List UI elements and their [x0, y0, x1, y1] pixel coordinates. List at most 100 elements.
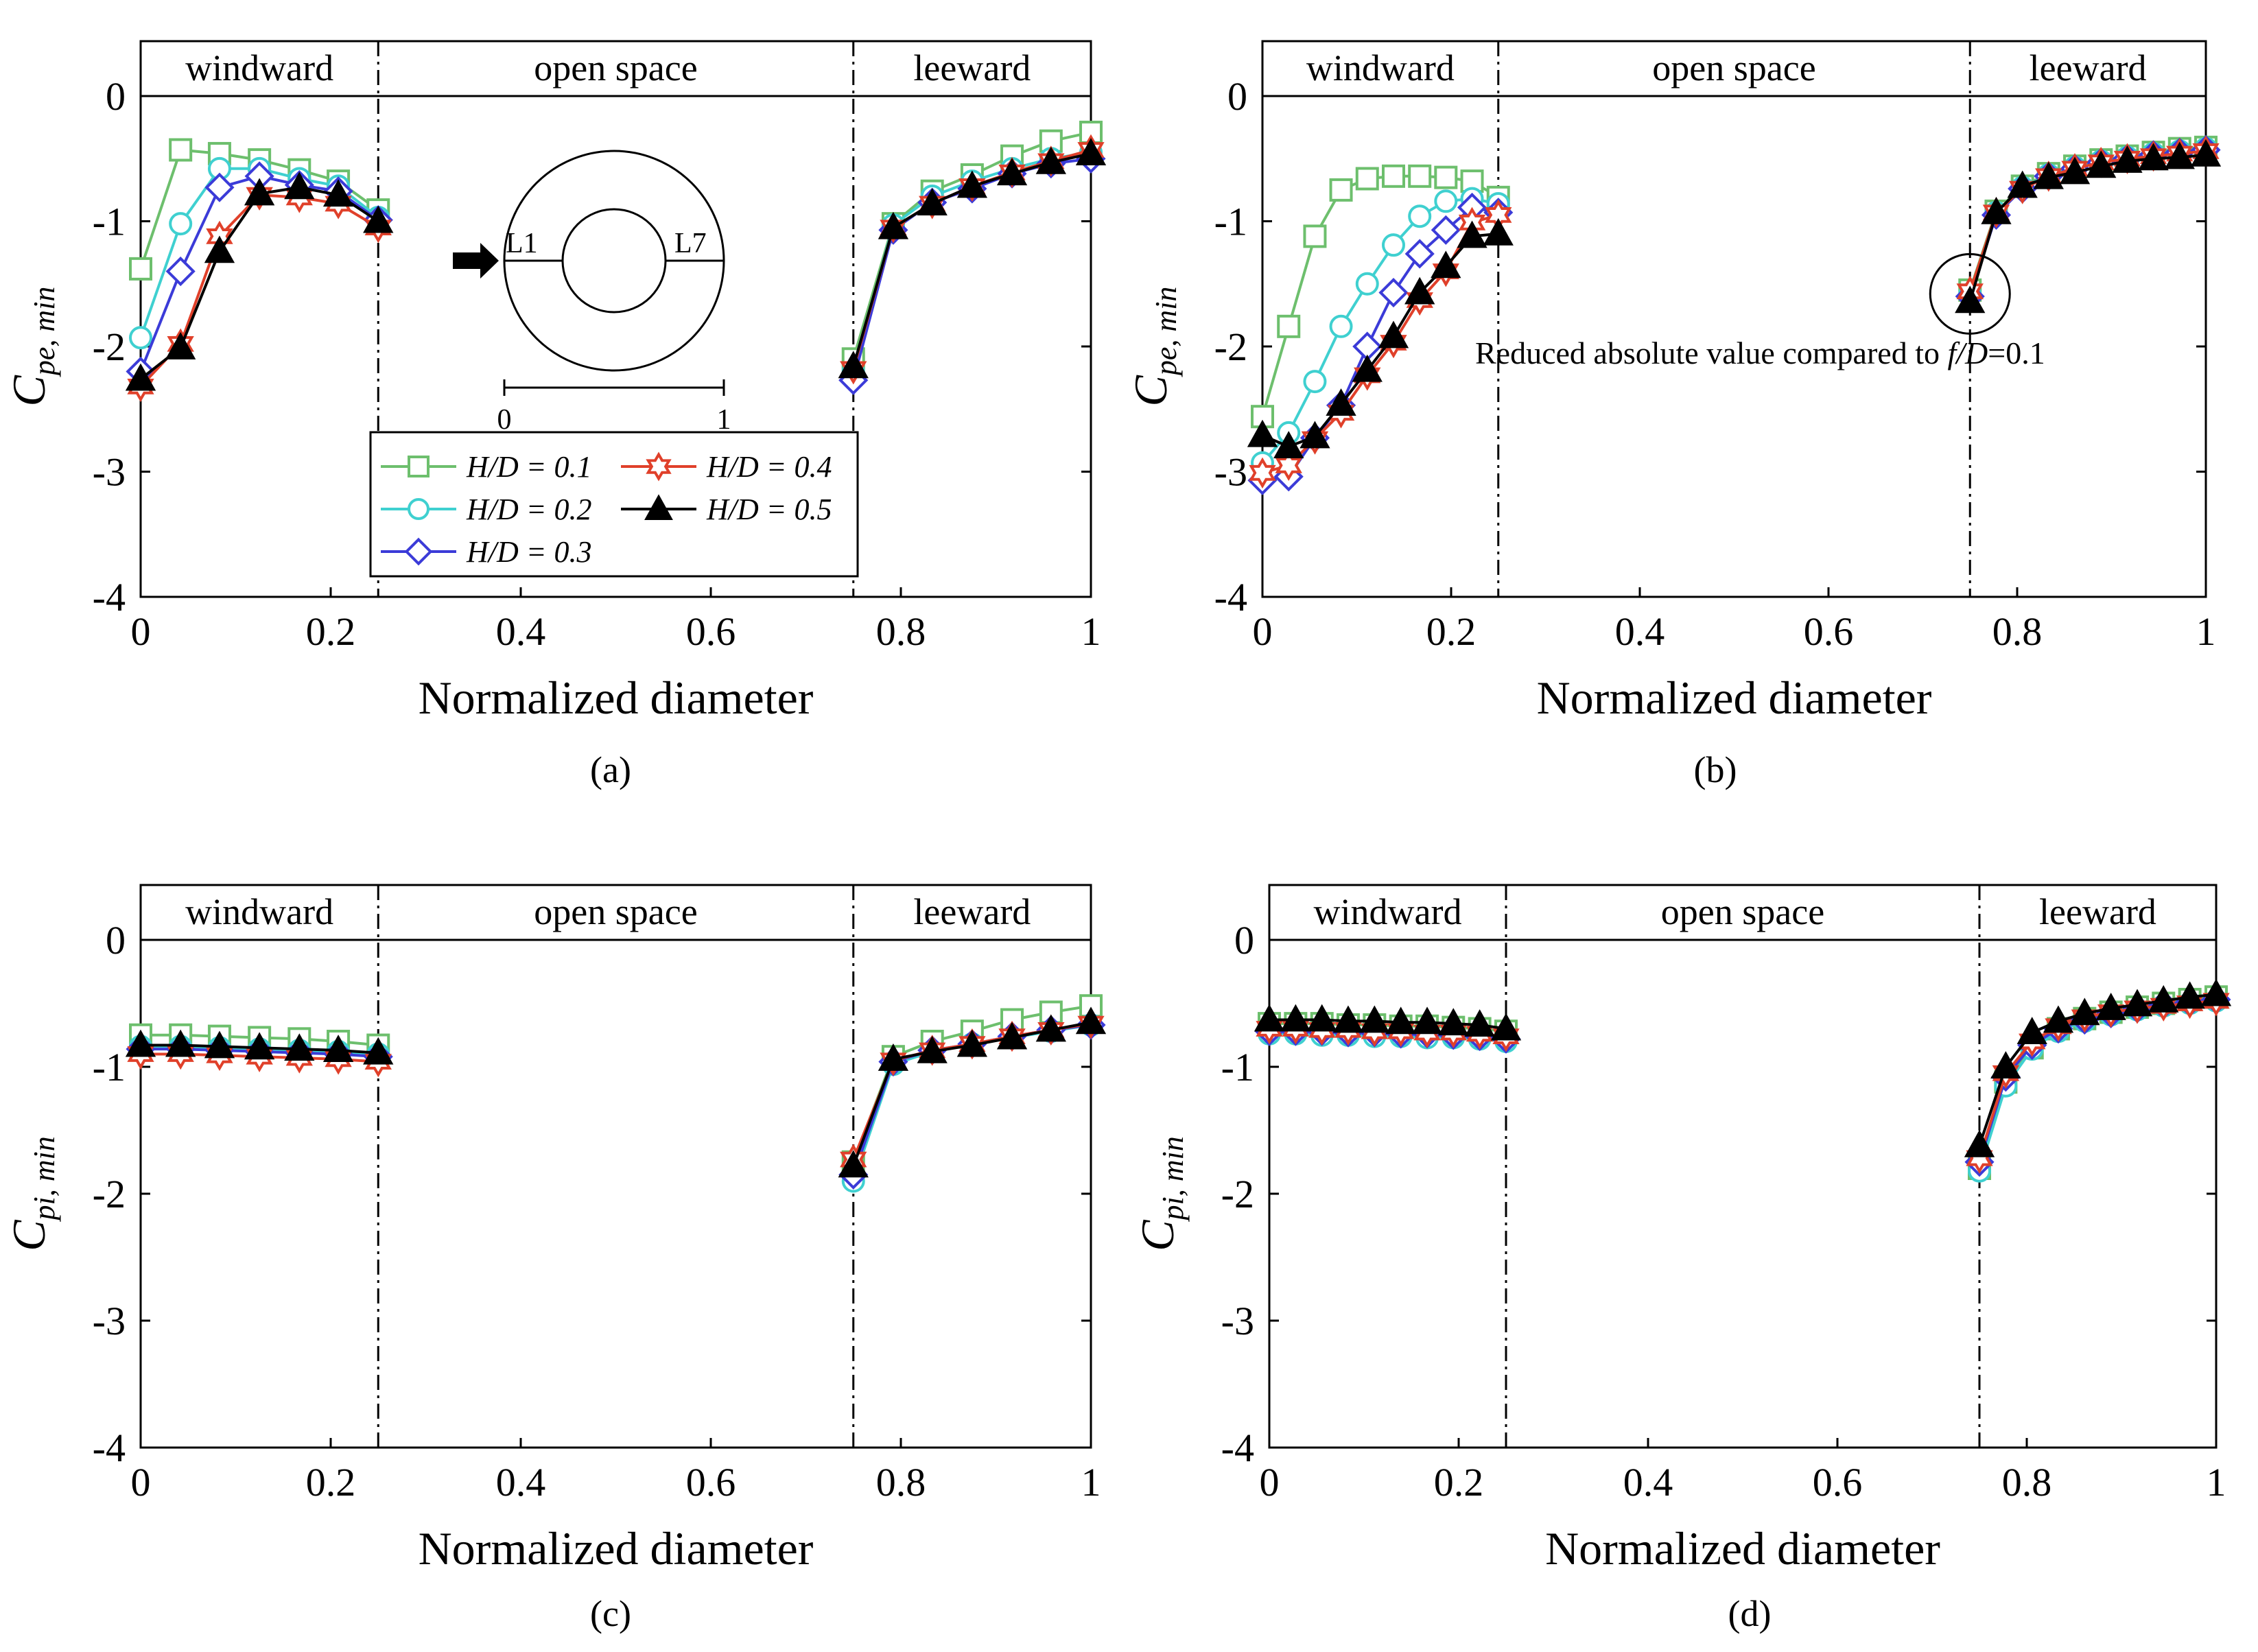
panel-d-series-3-leeward-line [1978, 999, 2217, 1159]
panel-b-ylabel: Cpe, min [1125, 287, 1183, 407]
panel-a-series-4-leeward-point-6 [1075, 138, 1107, 165]
panel-a-ytick-label-2: -2 [93, 324, 126, 369]
panel-a-region-label-1: open space [534, 47, 697, 88]
panel-d-xlabel: Normalized diameter [1545, 1522, 1940, 1574]
panel-b-series-4-leeward-point-7 [2138, 143, 2169, 171]
panel-c-xtick-label-5: 1 [1081, 1460, 1101, 1504]
panel-c-ytick-label-1: -1 [93, 1045, 126, 1089]
panel-b-series-4-leeward-point-9 [2190, 139, 2222, 167]
panel-c-series-4-windward-point-1 [165, 1029, 196, 1057]
panel-b-region-label-2: leeward [2030, 47, 2147, 88]
panel-a-series-4-windward-point-6 [363, 205, 394, 233]
legend: H/D = 0.1 H/D = 0.2 H/D = 0.3 H/D = 0.4 H/D … [369, 431, 859, 578]
panel-c-axes-frame [139, 884, 1092, 1449]
panel-c-ylabel: Cpi, min [3, 1136, 61, 1251]
panel-a-series-4-leeward-point-2 [917, 188, 948, 215]
panel-b-series-4-windward-line [1262, 232, 1498, 449]
panel-d-series-4-leeward-point-5 [2095, 993, 2126, 1020]
panel-b-series-2-windward-point-6 [1404, 239, 1435, 269]
panel-d-ytick-label-3: -3 [1221, 1299, 1254, 1343]
panel-a-series-4-windward-point-4 [284, 172, 315, 200]
panel-c-caption: (c) [590, 1593, 631, 1634]
panel-b-series-0-windward-point-3 [1329, 178, 1353, 202]
panel-a-series-4-leeward-point-3 [956, 170, 988, 198]
scale-bar-end-label: 1 [717, 404, 731, 436]
ring-left-label: L1 [506, 228, 538, 259]
panel-d-series-4-leeward-point-4 [2069, 998, 2100, 1026]
panel-a-series-4-leeward-point-1 [878, 211, 909, 239]
panel-b-series-4-leeward-point-2 [2007, 170, 2038, 198]
panel-b-ytick-label-0: 0 [1227, 74, 1247, 119]
panel-d-ytick-label-1: -1 [1221, 1045, 1254, 1089]
panel-a-series-4-windward-point-2 [204, 235, 235, 263]
panel-c-series-4-windward-point-4 [284, 1033, 315, 1061]
legend-item-3-marker [646, 451, 672, 482]
panel-b-series-1-windward-point-7 [1434, 189, 1458, 213]
panel-a-series-4-windward-point-3 [244, 178, 275, 206]
panel-b-series-4-leeward-point-0 [1955, 285, 1986, 314]
panel-c-xtick-label-4: 0.8 [876, 1460, 926, 1504]
panel-b-series-4-windward-point-7 [1431, 250, 1461, 279]
panel-b-series-4-leeward-point-5 [2086, 150, 2117, 178]
legend-item-2-label: H/D = 0.3 [466, 535, 591, 569]
legend-item-1-marker [408, 498, 430, 520]
panel-c-xlabel: Normalized diameter [419, 1522, 814, 1574]
panel-d-xtick-label-1: 0.2 [1434, 1460, 1484, 1504]
panel-a-series-4-windward-point-0 [125, 363, 156, 391]
panel-c-xtick-label-3: 0.6 [686, 1460, 736, 1504]
panel-a-series-1-windward-point-1 [169, 212, 193, 236]
panel-b-ylabel-sub: pe, min [1149, 287, 1183, 378]
panel-a-series-4 [125, 138, 1107, 391]
panel-b-series-1-windward-point-6 [1408, 204, 1432, 228]
panel-b-xtick-label-0: 0 [1253, 609, 1273, 654]
annotation-text: Reduced absolute value compared to f/D=0… [1475, 335, 2045, 370]
panel-a-region-label-0: windward [185, 47, 333, 88]
panel-b-series-1-windward-point-2 [1303, 370, 1327, 394]
panel-a-series-4-leeward-point-0 [838, 351, 869, 379]
legend-item-1-label: H/D = 0.2 [466, 493, 591, 526]
legend-item-4-marker [644, 494, 673, 520]
panel-b-region-label-0: windward [1306, 47, 1455, 88]
panel-a-ytick-label-4: -4 [93, 575, 126, 620]
panel-b-series-1-windward-point-4 [1355, 272, 1379, 296]
panel-b-series-2-windward-point-5 [1378, 277, 1409, 308]
panel-d-series-4-windward-point-3 [1332, 1005, 1364, 1033]
panel-b-series-4-leeward-line [1968, 153, 2207, 302]
panel-d-series-4-leeward-line [1978, 993, 2217, 1146]
panel-b-ylabel-main: C [1125, 375, 1177, 406]
panel-c-xtick-label-2: 0.4 [496, 1460, 546, 1504]
panel-d-series-4 [1254, 978, 2232, 1157]
panel-b-xtick-label-4: 0.8 [1992, 609, 2043, 654]
panel-b-series-3-windward-point-0 [1249, 457, 1276, 489]
panel-b-series-4-windward-point-2 [1299, 421, 1330, 449]
panel-a-series-4-windward-point-5 [322, 179, 354, 207]
panel-d-series-4-leeward-point-6 [2121, 989, 2153, 1017]
annotation: Reduced absolute value compared to f/D=0… [1475, 252, 2045, 370]
panel-c-series-4-leeward-point-1 [878, 1043, 909, 1071]
panel-b-region-label-1: open space [1652, 47, 1815, 88]
panel-d-series-4-windward-point-1 [1280, 1004, 1311, 1032]
panel-b-series-4 [1247, 139, 2222, 458]
legend-item-3-label: H/D = 0.4 [706, 450, 832, 484]
panel-a-ylabel-sub: pe, min [27, 287, 61, 378]
panel-c-xtick-label-0: 0 [131, 1460, 151, 1504]
panel-c-region-label-1: open space [534, 891, 697, 932]
panel-d-ylabel-sub: pi, min [1156, 1136, 1190, 1222]
panel-b-series-1-windward-point-3 [1329, 314, 1353, 338]
panel-d-series-0-windward-line [1269, 1022, 1507, 1033]
panel-d-series-4-leeward-point-8 [2174, 981, 2205, 1009]
panel-b-series-2-windward-point-7 [1431, 215, 1461, 245]
panel-b-series-0-windward-point-7 [1434, 165, 1458, 189]
panel-c-series-4-windward-point-2 [204, 1030, 235, 1059]
panel-c-region-label-2: leeward [913, 891, 1031, 932]
panel-b-axes-frame [1261, 40, 2207, 598]
panel-c-ytick-label-0: 0 [106, 918, 126, 963]
panel-d-xtick-label-0: 0 [1260, 1460, 1280, 1504]
panel-a-xlabel: Normalized diameter [419, 672, 814, 724]
panels-layer: windward open space leeward 0 -1 -2 -3 -4 0 0.2 0.… [3, 40, 2232, 1634]
panel-b-caption: (b) [1694, 749, 1737, 790]
panel-a-ytick-label-1: -1 [93, 200, 126, 244]
panel-b-series-4-windward-point-8 [1457, 220, 1487, 248]
